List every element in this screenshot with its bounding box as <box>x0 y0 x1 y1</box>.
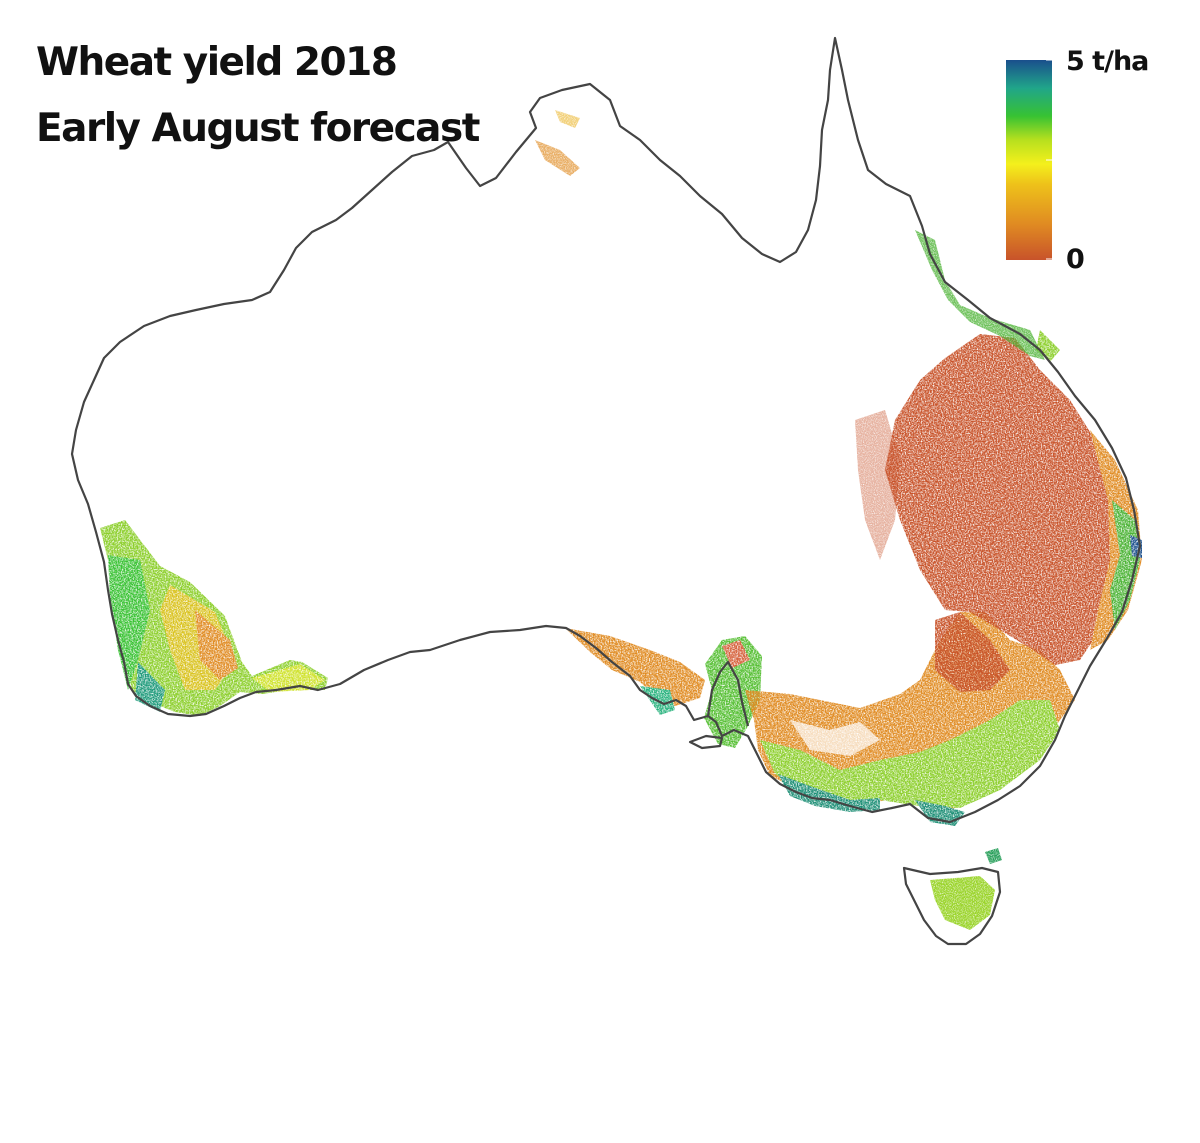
region-queensland-nsw <box>885 330 1142 692</box>
coastline <box>70 36 1142 946</box>
region-top-end <box>535 110 580 176</box>
gulf-outline <box>706 660 750 727</box>
yield-layer <box>100 110 1142 930</box>
region-western-queensland <box>855 410 900 560</box>
legend-min-label: 0 <box>1066 244 1085 275</box>
region-western-australia <box>100 520 328 716</box>
legend-gradient <box>1006 60 1052 260</box>
kangaroo-island-outline <box>688 734 724 750</box>
region-tasmania <box>930 848 1002 930</box>
legend-max-label: 5 t/ha <box>1066 46 1149 77</box>
map-subtitle: Early August forecast <box>36 106 480 151</box>
mainland-outline <box>70 36 1142 824</box>
legend-colorbar <box>1006 60 1052 260</box>
tasmania-outline <box>902 866 1002 946</box>
region-queensland-coast <box>915 230 1045 360</box>
map-title: Wheat yield 2018 <box>36 40 398 85</box>
